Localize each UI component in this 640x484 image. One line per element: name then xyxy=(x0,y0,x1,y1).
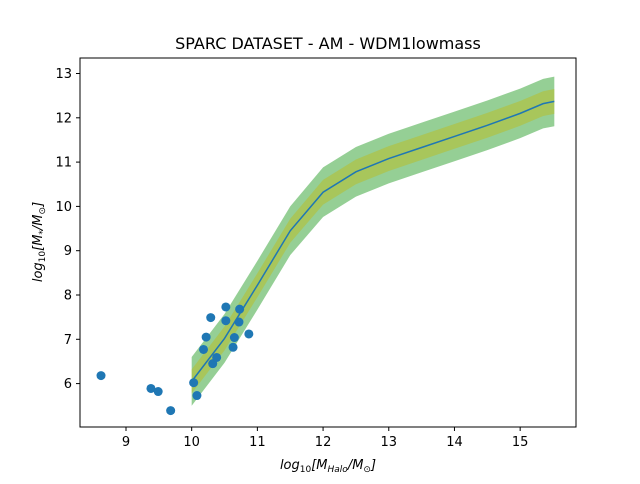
y-tick-label: 12 xyxy=(55,111,72,126)
data-point xyxy=(202,333,211,342)
x-tick-label: 11 xyxy=(249,435,266,450)
x-tick-label: 9 xyxy=(122,435,130,450)
x-tick-label: 14 xyxy=(446,435,463,450)
data-point xyxy=(212,353,221,362)
data-point xyxy=(192,391,201,400)
data-point xyxy=(221,316,230,325)
x-tick-label: 12 xyxy=(315,435,332,450)
data-point xyxy=(229,343,238,352)
y-tick-label: 10 xyxy=(55,200,72,215)
y-tick-label: 6 xyxy=(64,377,72,392)
y-tick-label: 9 xyxy=(64,244,72,259)
data-point xyxy=(97,371,106,380)
data-point xyxy=(221,302,230,311)
data-point xyxy=(199,345,208,354)
data-point xyxy=(230,333,239,342)
data-point xyxy=(244,329,253,338)
x-tick-label: 15 xyxy=(512,435,529,450)
data-point xyxy=(154,387,163,396)
y-tick-label: 13 xyxy=(55,67,72,82)
y-tick-label: 7 xyxy=(64,333,72,348)
y-tick-label: 8 xyxy=(64,288,72,303)
x-tick-label: 13 xyxy=(380,435,397,450)
x-tick-label: 10 xyxy=(183,435,200,450)
y-tick-label: 11 xyxy=(55,156,72,171)
chart-title: SPARC DATASET - AM - WDM1lowmass xyxy=(175,34,481,53)
data-point xyxy=(166,406,175,415)
data-point xyxy=(206,313,215,322)
